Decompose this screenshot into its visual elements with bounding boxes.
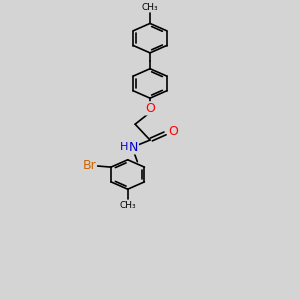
Text: N: N <box>129 141 138 154</box>
Text: Br: Br <box>82 160 96 172</box>
Text: O: O <box>168 125 178 138</box>
Text: CH₃: CH₃ <box>119 200 136 209</box>
Text: O: O <box>145 102 155 115</box>
Text: CH₃: CH₃ <box>142 3 158 12</box>
Text: H: H <box>120 142 128 152</box>
